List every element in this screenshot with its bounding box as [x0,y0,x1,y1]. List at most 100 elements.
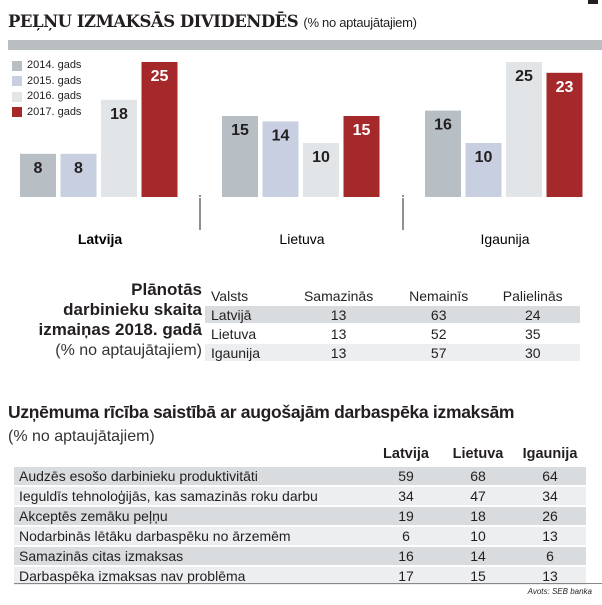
table-cell: 13 [330,344,347,361]
row-label: Darbaspēka izmaksas nav problēma [19,568,246,584]
table-cell: 52 [430,325,447,342]
table-cell: 13 [330,306,347,323]
data-label: 15 [231,122,249,139]
table2-title-line: darbinieku skaita [63,300,202,319]
legend-item: 2015. gads [12,74,81,90]
data-label: 14 [272,127,290,144]
chart-title-text: PEĻŅU IZMAKSĀS DIVIDENDĒS [8,12,299,31]
column-header [14,443,370,465]
table-cell: 13 [330,325,347,342]
legend-item: 2016. gads [12,89,81,105]
row-label: Samazinās citas izmaksas [19,548,184,564]
row-label: Lietuva [211,325,257,342]
corner-mark [588,0,598,4]
category-label: Igaunija [480,231,529,247]
data-label: 25 [515,68,533,85]
column-header: Palielinās [502,287,563,304]
bar [262,121,299,197]
data-label: 16 [434,117,452,134]
table-row: Samazinās citas izmaksas 16 14 6 [14,547,586,565]
table-cell: 13 [542,528,558,544]
table-cell: 13 [542,568,558,584]
row-label: Akceptēs zemāku peļņu [19,508,168,524]
category-label: Latvija [78,231,123,247]
employee-change-table: Valsts Samazinās Nemainīs Palielinās Latvijā… [205,285,580,363]
legend-item: 2017. gads [12,105,81,121]
column-header: Nemainīs [409,287,469,304]
table-cell: 35 [524,325,541,342]
bar [303,143,339,197]
legend-swatch [12,60,22,71]
header-row: Latvija Lietuva Igaunija [14,443,586,465]
bar [60,153,97,197]
data-label: 10 [475,149,493,166]
legend-swatch [12,107,22,118]
table3-subtitle: (% no aptaujātajiem) [8,428,155,445]
chart-subtitle: (% no aptaujātajiem) [303,15,417,30]
bar [141,62,178,197]
bar [425,110,461,197]
bar [222,116,258,197]
table-cell: 30 [524,344,541,361]
table-cell: 34 [398,488,414,504]
data-label: 25 [151,68,169,85]
table-cell: 17 [398,568,414,584]
row-label: Nodarbinās lētāku darbaspēku no ārzemēm [19,528,291,544]
column-header: Valsts [211,287,249,304]
source-note: Avots: SEB banka [527,587,592,596]
table-row: Latvijā 13 63 24 [205,306,580,323]
title-band [8,40,602,50]
legend-swatch [12,91,22,102]
header-row: Valsts Samazinās Nemainīs Palielinās [205,287,580,304]
table2-title-line: izmaiņas 2018. gadā [38,320,202,339]
bar [546,72,583,197]
table-cell: 16 [398,548,414,564]
data-label: 8 [74,160,83,177]
column-header: Samazinās [303,287,374,304]
table-cell: 47 [470,488,486,504]
category-label: Lietuva [279,231,324,247]
column-header: Lietuva [452,446,504,462]
table-cell: 10 [470,528,486,544]
bar-chart: 8 8 18 25 Latvija 15 14 10 15 Lietuva 16 10 25 23 Igau… [8,62,602,247]
legend-label: 2014. gads [27,59,82,71]
row-label: Ieguldīs tehnoloģijās, kas samazinās rok… [19,488,318,504]
table-cell: 15 [470,568,486,584]
bar [343,116,380,197]
chart-title: PEĻŅU IZMAKSĀS DIVIDENDĒS (% no aptaujāt… [8,12,417,31]
table-cell: 18 [470,508,486,524]
table-row: Lietuva 13 52 35 [205,325,580,342]
table-cell: 64 [542,468,558,484]
table-cell: 26 [542,508,558,524]
table2-subtitle: (% no aptaujātajiem) [55,342,202,359]
table-cell: 14 [470,548,486,564]
table-cell: 34 [542,488,558,504]
table-row: Ieguldīs tehnoloģijās, kas samazinās rok… [14,487,586,505]
legend: 2014. gads 2015. gads 2016. gads 2017. g… [12,58,81,120]
table-cell: 6 [546,548,554,564]
legend-label: 2017. gads [27,105,82,118]
table-row: Audzēs esošo darbinieku produktivitāti 59… [14,467,586,485]
data-label: 23 [556,79,574,96]
bar [101,99,137,197]
table3-title: Uzņēmuma rīcība saistībā ar augošajām da… [8,402,515,422]
table-row: Nodarbinās lētāku darbaspēku no ārzemēm 6… [14,527,586,545]
table-cell: 68 [470,468,486,484]
table-cell: 63 [430,306,447,323]
data-label: 18 [110,106,128,123]
table-cell: 6 [402,528,410,544]
cost-response-table: Latvija Lietuva Igaunija Audzēs esošo darbi… [14,441,586,587]
table2-title-line: Plānotās [131,280,202,299]
row-label: Latvijā [211,306,252,323]
row-label: Audzēs esošo darbinieku produktivitāti [19,468,258,484]
legend-label: 2015. gads [27,74,82,87]
table2-title: Plānotās darbinieku skaita izmaiņas 2018… [0,280,202,361]
table-cell: 57 [430,344,447,361]
table-cell: 24 [524,306,541,323]
legend-label: 2016. gads [27,90,82,102]
data-label: 8 [34,160,43,177]
column-header: Latvija [383,446,429,462]
data-label: 15 [353,122,371,139]
data-label: 10 [312,149,330,166]
legend-item: 2014. gads [12,58,81,74]
